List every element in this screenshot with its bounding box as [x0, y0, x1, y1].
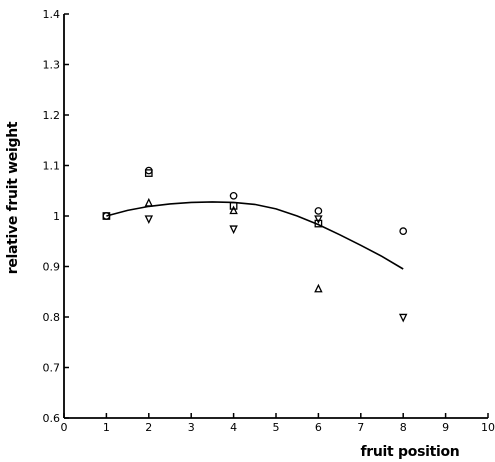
- x-tick-label: 0: [61, 421, 68, 434]
- triangle-up-marker: [314, 283, 323, 293]
- triangle-down-marker: [229, 225, 238, 235]
- x-axis-label: fruit position: [361, 444, 460, 460]
- x-tick-label: 5: [273, 421, 280, 434]
- x-tick-label: 6: [315, 421, 322, 434]
- x-tick-label: 2: [145, 421, 152, 434]
- square-marker: [229, 202, 238, 210]
- y-tick-label: 1: [53, 210, 60, 223]
- circle-marker: [229, 191, 238, 200]
- y-tick-label: 0.6: [43, 412, 61, 425]
- y-axis: 0.6 0.7 0.8 0.9 1 1.1 1.2 1.3 1.4: [43, 8, 69, 425]
- x-tick-label: 3: [188, 421, 195, 434]
- triangle-down-marker: [144, 215, 154, 225]
- y-axis-label: relative fruit weight: [5, 121, 21, 274]
- fit-curve: [106, 201, 404, 270]
- x-tick-label: 4: [230, 421, 237, 434]
- x-tick-label: 9: [442, 421, 449, 434]
- y-tick-label: 1.2: [43, 109, 61, 122]
- y-tick-label: 1.1: [43, 160, 61, 173]
- y-tick-label: 1.4: [43, 8, 61, 21]
- triangle-down-marker: [398, 313, 408, 323]
- circle-marker: [399, 227, 408, 235]
- x-tick-label: 1: [103, 421, 110, 434]
- y-tick-label: 0.9: [43, 261, 61, 274]
- triangle-up-marker: [144, 197, 154, 207]
- circle-marker: [314, 207, 323, 215]
- y-tick-label: 0.8: [43, 311, 61, 324]
- x-tick-label: 8: [400, 421, 407, 434]
- fit-curve-group: [106, 201, 404, 270]
- circle-marker: [144, 166, 153, 175]
- square-marker: [102, 212, 111, 220]
- square-marker: [314, 219, 323, 228]
- y-tick-label: 0.7: [43, 362, 61, 375]
- triangle-up-marker: [229, 205, 238, 215]
- data-points: [102, 166, 408, 323]
- y-tick-label: 1.3: [43, 59, 61, 72]
- x-axis: 0 1 2 3 4 5 6 7 8 9 10: [61, 413, 495, 434]
- triangle-down-marker: [314, 215, 323, 225]
- x-tick-label: 10: [481, 421, 495, 434]
- x-tick-label: 7: [357, 421, 364, 434]
- square-marker: [144, 169, 153, 177]
